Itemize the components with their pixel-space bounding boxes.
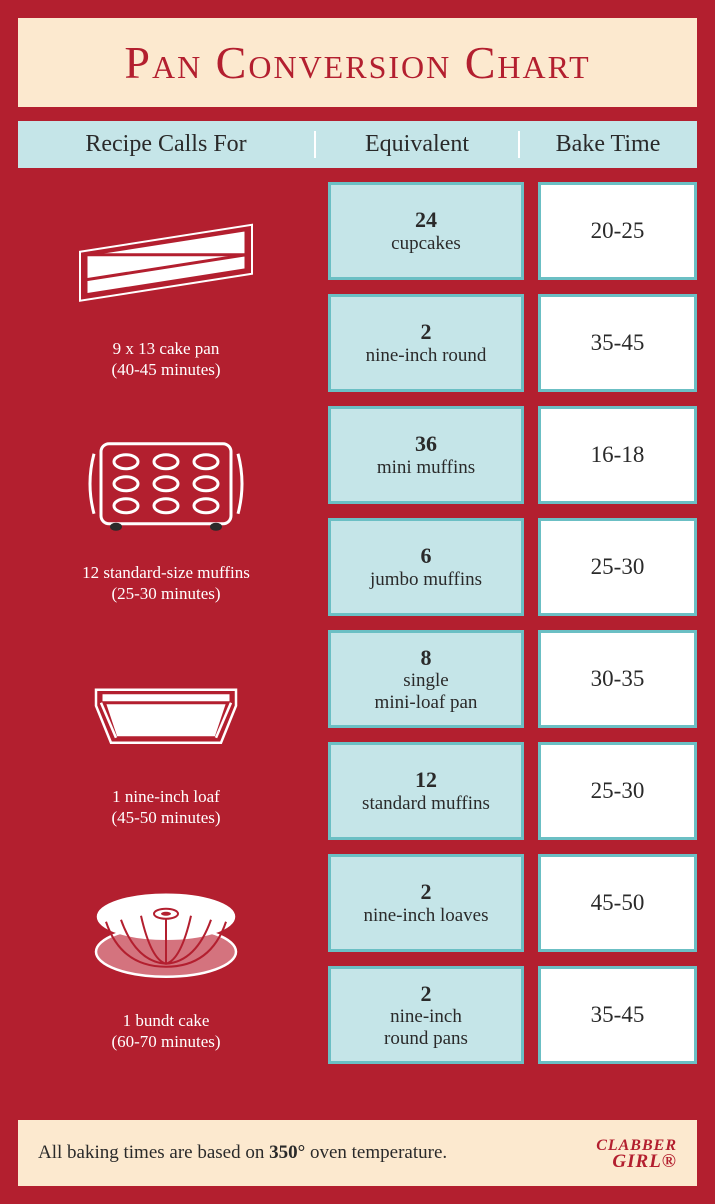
equiv-qty: 2 bbox=[421, 879, 432, 904]
loaf-pan-icon bbox=[66, 630, 266, 786]
conversion-row: 9 x 13 cake pan (40-45 minutes) 24 cupca… bbox=[18, 182, 697, 392]
conversion-row: 1 bundt cake (60-70 minutes) 2 nine-inch… bbox=[18, 854, 697, 1064]
footer-note: All baking times are based on 350° oven … bbox=[38, 1142, 447, 1164]
bake-time-box: 35-45 bbox=[538, 294, 697, 392]
equiv-name: mini muffins bbox=[377, 457, 475, 479]
equiv-qty: 8 bbox=[421, 645, 432, 670]
equivalent-box: 12 standard muffins bbox=[328, 742, 524, 840]
chart-title: Pan Conversion Chart bbox=[28, 36, 687, 89]
bundt-pan-icon bbox=[66, 854, 266, 1010]
bake-time-box: 45-50 bbox=[538, 854, 697, 952]
header-equivalent: Equivalent bbox=[314, 131, 520, 158]
equiv-qty: 12 bbox=[415, 767, 437, 792]
equiv-qty: 2 bbox=[421, 981, 432, 1006]
column-headers: Recipe Calls For Equivalent Bake Time bbox=[18, 121, 697, 168]
footer-note-pre: All baking times are based on bbox=[38, 1142, 269, 1163]
pan-label: 9 x 13 cake pan bbox=[113, 338, 220, 359]
pan-card-loaf: 1 nine-inch loaf (45-50 minutes) bbox=[18, 630, 314, 840]
equiv-qty: 6 bbox=[421, 543, 432, 568]
pan-time: (40-45 minutes) bbox=[111, 359, 220, 380]
header-bake-time: Bake Time bbox=[520, 131, 696, 158]
pan-label: 12 standard-size muffins bbox=[82, 562, 250, 583]
equivalent-box: 6 jumbo muffins bbox=[328, 518, 524, 616]
muffin-pan-icon bbox=[66, 406, 266, 562]
bake-time-box: 16-18 bbox=[538, 406, 697, 504]
equiv-name: single mini-loaf pan bbox=[375, 670, 478, 714]
bake-time-box: 25-30 bbox=[538, 742, 697, 840]
pan-label: 1 nine-inch loaf bbox=[112, 786, 220, 807]
pan-time: (45-50 minutes) bbox=[111, 807, 220, 828]
bake-time-box: 35-45 bbox=[538, 966, 697, 1064]
bake-time-box: 20-25 bbox=[538, 182, 697, 280]
title-bar: Pan Conversion Chart bbox=[18, 18, 697, 107]
pan-card-cake: 9 x 13 cake pan (40-45 minutes) bbox=[18, 182, 314, 392]
conversion-row: 12 standard-size muffins (25-30 minutes)… bbox=[18, 406, 697, 616]
equivalent-box: 2 nine-inch round pans bbox=[328, 966, 524, 1064]
conversion-row: 1 nine-inch loaf (45-50 minutes) 8 singl… bbox=[18, 630, 697, 840]
equiv-name: nine-inch round pans bbox=[384, 1006, 468, 1050]
bake-time-box: 25-30 bbox=[538, 518, 697, 616]
pan-label: 1 bundt cake bbox=[123, 1010, 210, 1031]
equiv-name: nine-inch round bbox=[366, 345, 487, 367]
equivalent-box: 2 nine-inch loaves bbox=[328, 854, 524, 952]
pan-time: (60-70 minutes) bbox=[111, 1031, 220, 1052]
equiv-name: standard muffins bbox=[362, 793, 490, 815]
brand-line2: GIRL® bbox=[612, 1151, 677, 1172]
pan-card-bundt: 1 bundt cake (60-70 minutes) bbox=[18, 854, 314, 1064]
footer-note-bold: 350° bbox=[269, 1142, 305, 1163]
equiv-qty: 24 bbox=[415, 207, 437, 232]
pan-card-muffin: 12 standard-size muffins (25-30 minutes) bbox=[18, 406, 314, 616]
equiv-name: jumbo muffins bbox=[370, 569, 482, 591]
equiv-name: cupcakes bbox=[391, 233, 461, 255]
footer-note-post: oven temperature. bbox=[305, 1142, 447, 1163]
footer-bar: All baking times are based on 350° oven … bbox=[18, 1120, 697, 1186]
equiv-name: nine-inch loaves bbox=[363, 905, 488, 927]
brand-logo: CLABBER GIRL® bbox=[596, 1136, 677, 1170]
header-recipe: Recipe Calls For bbox=[18, 131, 314, 158]
pan-time: (25-30 minutes) bbox=[111, 583, 220, 604]
bake-time-box: 30-35 bbox=[538, 630, 697, 728]
equivalent-box: 8 single mini-loaf pan bbox=[328, 630, 524, 728]
equiv-qty: 36 bbox=[415, 431, 437, 456]
equivalent-box: 2 nine-inch round bbox=[328, 294, 524, 392]
equiv-qty: 2 bbox=[421, 319, 432, 344]
cake-pan-icon bbox=[66, 182, 266, 338]
equivalent-box: 24 cupcakes bbox=[328, 182, 524, 280]
equivalent-box: 36 mini muffins bbox=[328, 406, 524, 504]
